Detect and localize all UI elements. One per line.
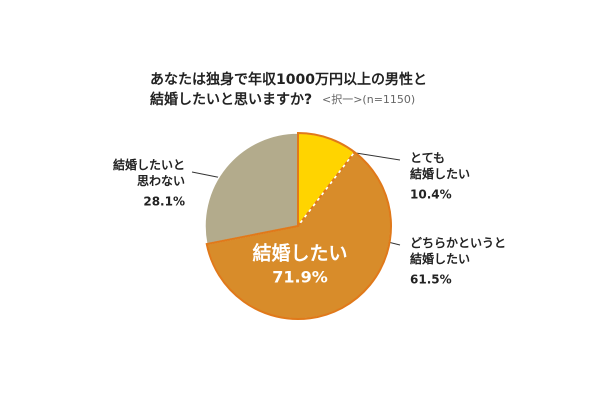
slice-value-label: 10.4% (410, 188, 452, 202)
group-divider (297, 151, 356, 227)
chart-title: あなたは独身で年収1000万円以上の男性と結婚したいと思いますか? (150, 71, 427, 108)
slice-label: 結婚したいと思わない (113, 157, 185, 188)
pie (204, 131, 392, 320)
slice-label: とても結婚したい (410, 151, 470, 181)
group-value-label: 71.9% (272, 268, 328, 287)
group-outline (205, 131, 392, 320)
slice-value-label: 28.1% (143, 195, 185, 209)
slice-value-label: 61.5% (410, 273, 452, 287)
chart-subtitle: <択一>(n=1150) (322, 92, 415, 106)
slice-label: どちらかというと結婚したい (410, 236, 506, 266)
group-label: 結婚したい (252, 242, 347, 265)
pie-slice (204, 132, 299, 245)
